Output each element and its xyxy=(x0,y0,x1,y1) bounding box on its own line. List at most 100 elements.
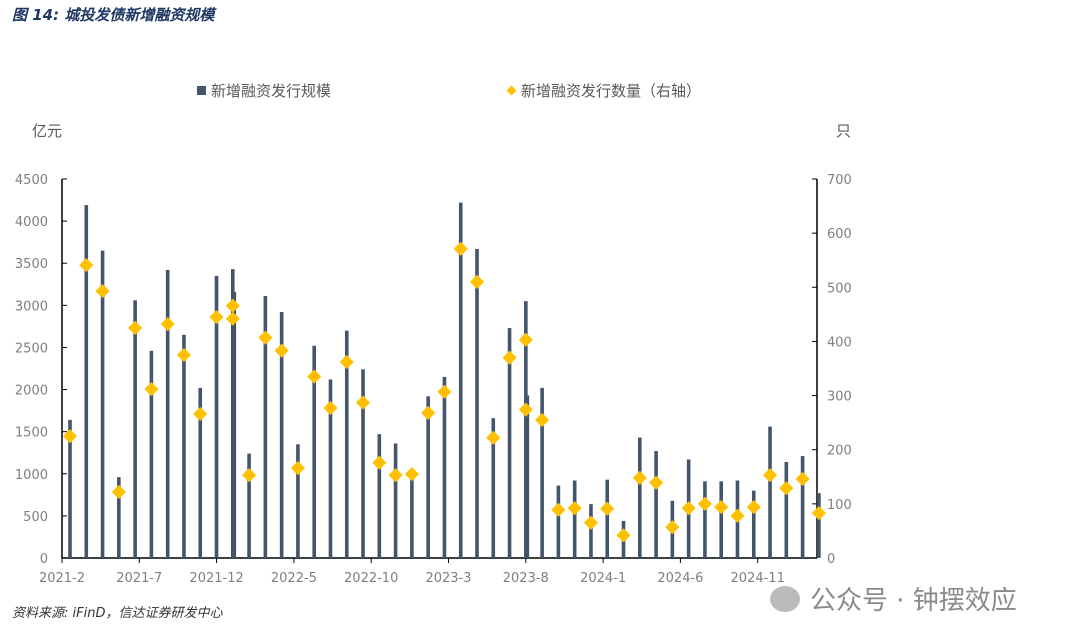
legend-bar-label: 新增融资发行规模 xyxy=(211,82,332,100)
right-tick-label: 500 xyxy=(827,281,852,296)
bar xyxy=(572,480,577,558)
bar xyxy=(540,387,544,558)
marker xyxy=(779,481,794,496)
marker xyxy=(518,332,533,347)
watermark: 公众号 · 钟摆效应 xyxy=(770,580,1017,617)
bar xyxy=(214,275,219,558)
marker xyxy=(372,455,387,470)
bar xyxy=(279,312,284,558)
bar xyxy=(263,296,268,558)
bar xyxy=(800,456,805,558)
x-tick-label: 2023-3 xyxy=(425,571,471,586)
marker xyxy=(714,500,729,515)
bar xyxy=(525,395,530,558)
bar xyxy=(344,330,349,558)
marker xyxy=(323,400,338,416)
bar xyxy=(393,443,398,558)
left-tick-label: 500 xyxy=(23,510,48,525)
watermark-text: 公众号 · 钟摆效应 xyxy=(810,586,1017,616)
x-tick-label: 2023-8 xyxy=(503,571,549,586)
legend-bar-swatch xyxy=(197,86,206,95)
bar xyxy=(361,369,365,558)
marker xyxy=(665,520,680,535)
bar xyxy=(703,481,707,558)
marker xyxy=(697,496,712,511)
bar xyxy=(232,291,237,558)
bar xyxy=(475,248,479,558)
bar xyxy=(117,477,121,558)
right-axis-unit: 只 xyxy=(836,122,852,140)
left-tick-label: 3000 xyxy=(15,299,48,314)
bar xyxy=(100,250,105,559)
bar xyxy=(328,379,333,558)
bar xyxy=(605,479,610,558)
bar xyxy=(296,444,300,558)
marker xyxy=(176,347,192,363)
left-tick-label: 3500 xyxy=(15,257,48,272)
marker xyxy=(616,528,631,543)
marker xyxy=(355,395,371,410)
right-tick-label: 0 xyxy=(827,552,835,567)
marker xyxy=(567,501,582,516)
right-tick-label: 400 xyxy=(827,335,852,350)
bar xyxy=(198,387,203,558)
marker xyxy=(95,284,110,299)
marker xyxy=(730,508,745,523)
bar xyxy=(507,328,512,558)
bar xyxy=(589,504,593,558)
marker xyxy=(551,502,566,517)
marker xyxy=(258,330,273,345)
bar xyxy=(84,205,89,558)
marker xyxy=(339,354,354,370)
bar xyxy=(491,418,496,558)
x-tick-label: 2024-11 xyxy=(731,571,785,586)
marker xyxy=(225,311,240,326)
bar xyxy=(556,485,561,558)
x-tick-label: 2021-7 xyxy=(116,571,162,586)
right-tick-label: 100 xyxy=(827,498,852,513)
marker xyxy=(144,382,159,397)
marker xyxy=(128,320,143,335)
marker xyxy=(404,467,419,482)
right-tick-label: 600 xyxy=(827,227,852,242)
marker xyxy=(681,501,696,516)
bar xyxy=(751,490,756,558)
marker xyxy=(502,350,517,365)
x-tick-label: 2024-6 xyxy=(657,571,703,586)
bar xyxy=(638,437,642,558)
bar xyxy=(182,334,186,558)
marker xyxy=(209,309,224,325)
bar xyxy=(426,396,430,558)
marker xyxy=(535,412,550,428)
marker xyxy=(160,317,175,332)
right-tick-label: 300 xyxy=(827,390,852,405)
wechat-icon xyxy=(770,585,800,612)
bar xyxy=(719,481,723,558)
marker xyxy=(388,468,403,483)
left-tick-label: 4500 xyxy=(15,173,48,188)
marker xyxy=(453,241,468,256)
bar xyxy=(768,426,772,558)
left-tick-label: 0 xyxy=(40,552,48,567)
marker xyxy=(437,384,452,399)
marker xyxy=(632,470,647,485)
marker xyxy=(274,343,289,358)
x-tick-label: 2022-10 xyxy=(344,571,398,586)
bar xyxy=(68,419,72,558)
bar xyxy=(817,493,821,558)
marker xyxy=(225,298,240,313)
right-tick-label: 700 xyxy=(827,173,852,188)
bar xyxy=(442,376,447,558)
marker xyxy=(307,369,322,384)
legend-marker-label: 新增融资发行数量（右轴） xyxy=(521,82,702,100)
bar xyxy=(165,269,170,558)
bar xyxy=(654,451,658,558)
source-note: 资料来源: iFinD，信达证券研发中心 xyxy=(12,606,223,621)
marker xyxy=(649,475,664,490)
x-tick-label: 2022-5 xyxy=(271,571,317,586)
x-tick-label: 2021-12 xyxy=(189,571,243,586)
bar xyxy=(133,300,137,558)
marker xyxy=(290,461,305,476)
bar xyxy=(247,453,251,558)
